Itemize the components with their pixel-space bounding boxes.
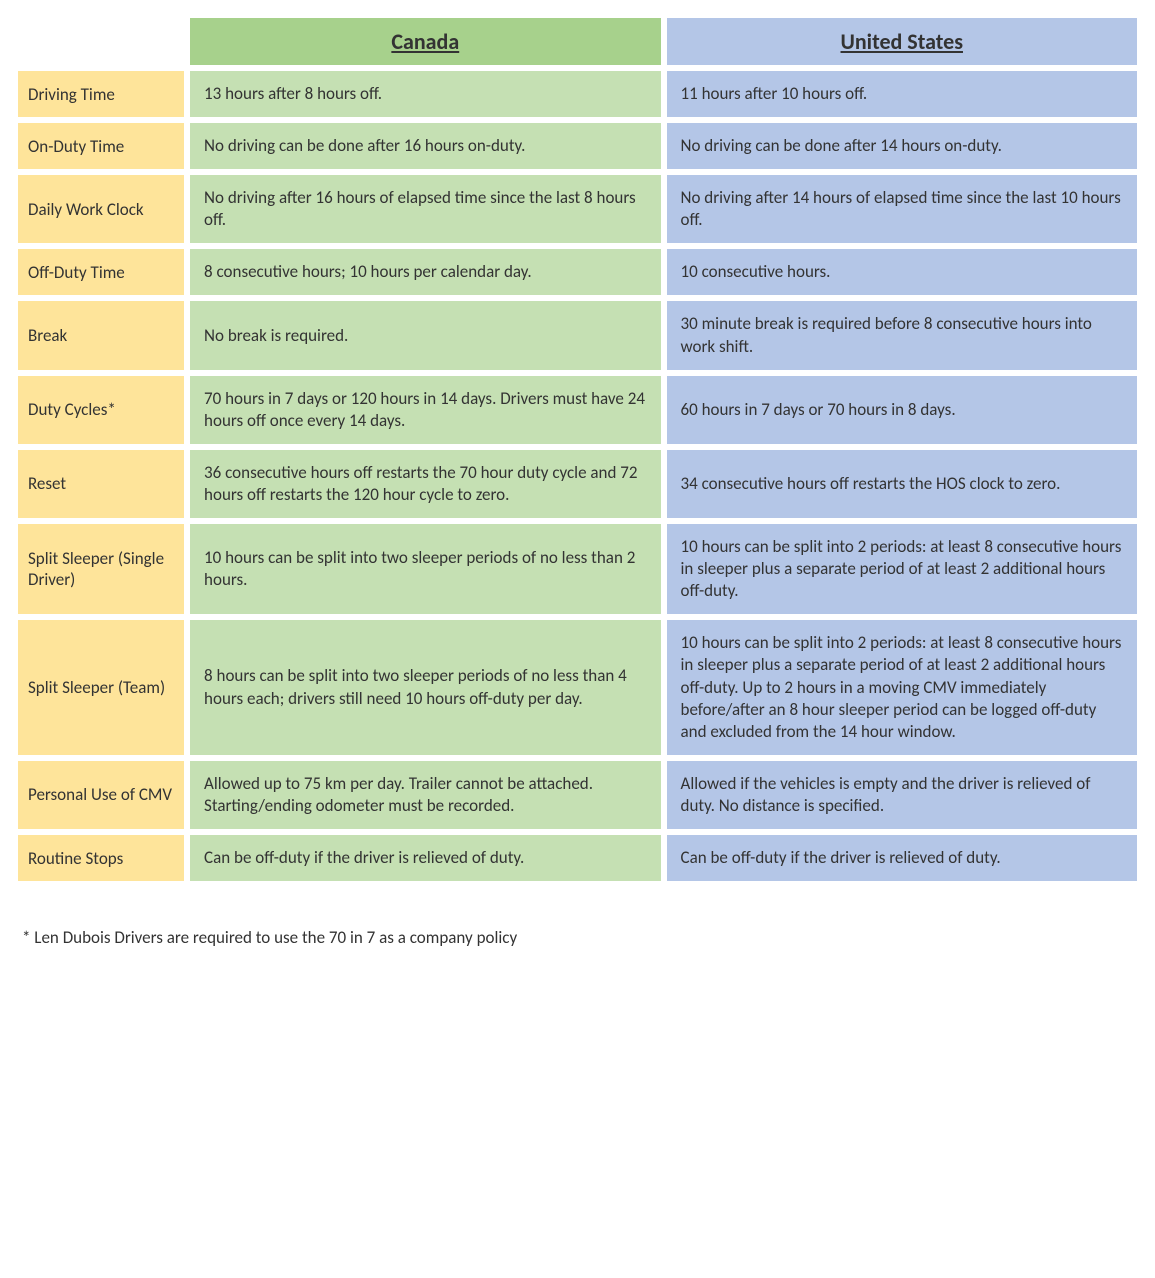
- table-row: Split Sleeper (Single Driver)10 hours ca…: [18, 524, 1137, 614]
- table-row: On-Duty TimeNo driving can be done after…: [18, 123, 1137, 169]
- footnote: * Len Dubois Drivers are required to use…: [12, 927, 1143, 948]
- cell-canada: 8 consecutive hours; 10 hours per calend…: [190, 249, 660, 295]
- table-row: Reset36 consecutive hours off restarts t…: [18, 450, 1137, 518]
- cell-canada: No driving can be done after 16 hours on…: [190, 123, 660, 169]
- table-row: Personal Use of CMVAllowed up to 75 km p…: [18, 761, 1137, 829]
- row-label: Split Sleeper (Single Driver): [18, 524, 184, 614]
- row-label: Split Sleeper (Team): [18, 620, 184, 754]
- row-label: Daily Work Clock: [18, 175, 184, 243]
- row-label: Off-Duty Time: [18, 249, 184, 295]
- row-label: Personal Use of CMV: [18, 761, 184, 829]
- cell-us: Can be off-duty if the driver is relieve…: [667, 835, 1137, 881]
- row-label: Break: [18, 301, 184, 369]
- header-us: United States: [667, 18, 1137, 65]
- cell-canada: Allowed up to 75 km per day. Trailer can…: [190, 761, 660, 829]
- comparison-table: Canada United States Driving Time13 hour…: [12, 12, 1143, 887]
- cell-canada: 13 hours after 8 hours off.: [190, 71, 660, 117]
- table-row: Off-Duty Time8 consecutive hours; 10 hou…: [18, 249, 1137, 295]
- row-label: Driving Time: [18, 71, 184, 117]
- row-label: On-Duty Time: [18, 123, 184, 169]
- cell-us: 34 consecutive hours off restarts the HO…: [667, 450, 1137, 518]
- row-label: Routine Stops: [18, 835, 184, 881]
- cell-us: No driving after 14 hours of elapsed tim…: [667, 175, 1137, 243]
- cell-us: 30 minute break is required before 8 con…: [667, 301, 1137, 369]
- row-label: Duty Cycles*: [18, 376, 184, 444]
- table-row: Daily Work ClockNo driving after 16 hour…: [18, 175, 1137, 243]
- header-canada: Canada: [190, 18, 660, 65]
- table-row: Split Sleeper (Team)8 hours can be split…: [18, 620, 1137, 754]
- cell-canada: 36 consecutive hours off restarts the 70…: [190, 450, 660, 518]
- cell-us: 10 consecutive hours.: [667, 249, 1137, 295]
- cell-canada: 10 hours can be split into two sleeper p…: [190, 524, 660, 614]
- cell-us: No driving can be done after 14 hours on…: [667, 123, 1137, 169]
- cell-us: Allowed if the vehicles is empty and the…: [667, 761, 1137, 829]
- row-label: Reset: [18, 450, 184, 518]
- cell-us: 60 hours in 7 days or 70 hours in 8 days…: [667, 376, 1137, 444]
- cell-us: 10 hours can be split into 2 periods: at…: [667, 620, 1137, 754]
- table-row: Driving Time13 hours after 8 hours off.1…: [18, 71, 1137, 117]
- table-row: BreakNo break is required.30 minute brea…: [18, 301, 1137, 369]
- cell-us: 11 hours after 10 hours off.: [667, 71, 1137, 117]
- table-row: Routine StopsCan be off-duty if the driv…: [18, 835, 1137, 881]
- header-blank: [18, 18, 184, 65]
- cell-us: 10 hours can be split into 2 periods: at…: [667, 524, 1137, 614]
- cell-canada: No driving after 16 hours of elapsed tim…: [190, 175, 660, 243]
- cell-canada: No break is required.: [190, 301, 660, 369]
- header-row: Canada United States: [18, 18, 1137, 65]
- cell-canada: 8 hours can be split into two sleeper pe…: [190, 620, 660, 754]
- cell-canada: 70 hours in 7 days or 120 hours in 14 da…: [190, 376, 660, 444]
- table-row: Duty Cycles*70 hours in 7 days or 120 ho…: [18, 376, 1137, 444]
- table-body: Driving Time13 hours after 8 hours off.1…: [18, 71, 1137, 881]
- cell-canada: Can be off-duty if the driver is relieve…: [190, 835, 660, 881]
